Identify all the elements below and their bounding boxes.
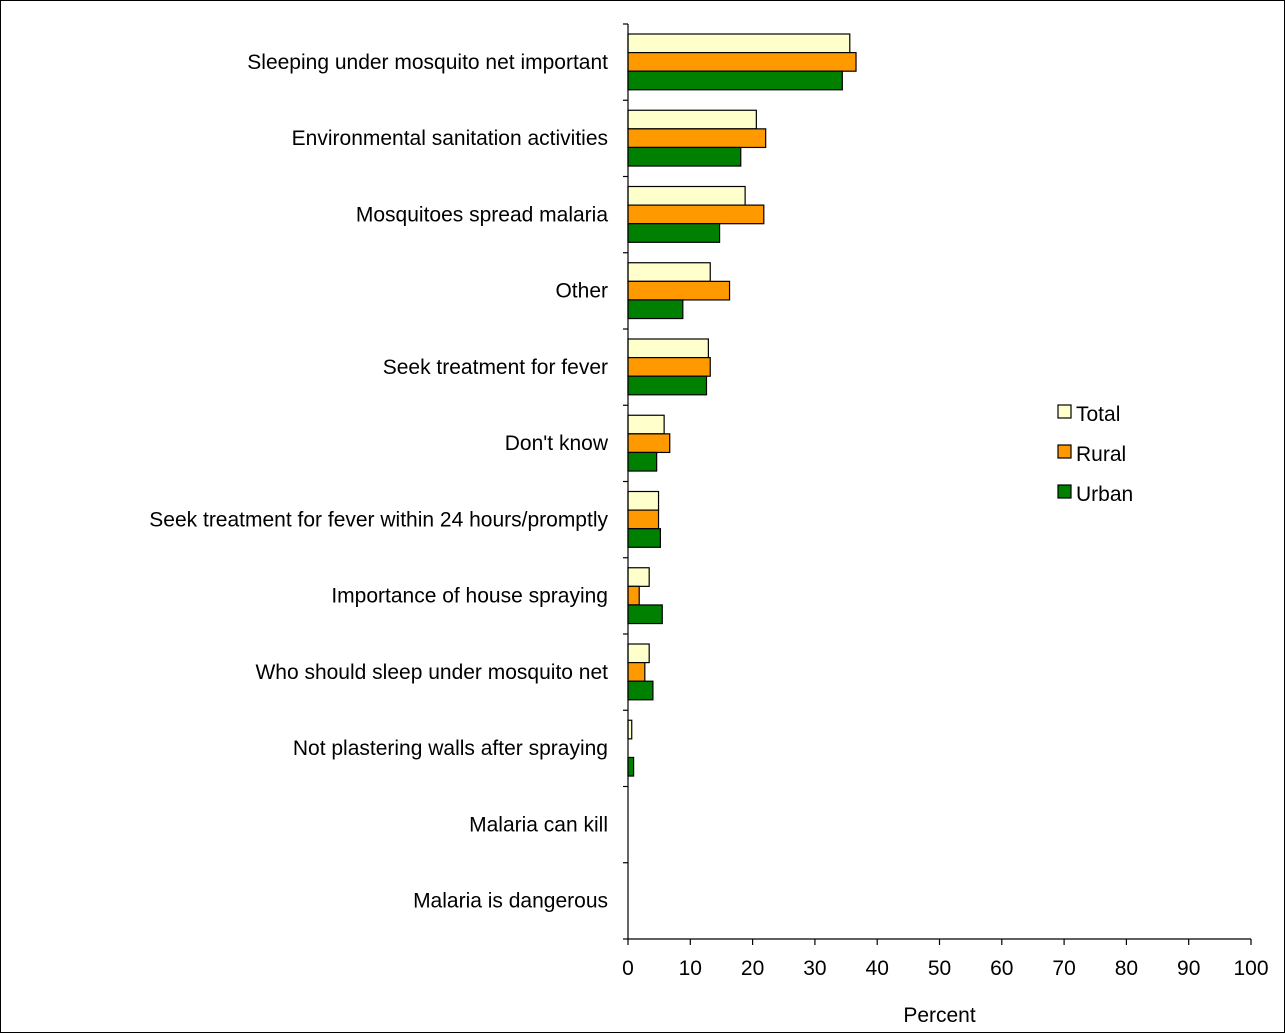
bar-rural-environmental-sanitation-activities (627, 128, 767, 149)
legend: Total Rural Urban (1057, 403, 1133, 506)
legend-label-urban: Urban (1076, 483, 1133, 506)
x-axis-title: Percent (903, 1004, 976, 1027)
category-label-malaria-can-kill: Malaria can kill (469, 813, 608, 836)
category-label-malaria-is-dangerous: Malaria is dangerous (413, 890, 608, 913)
category-label-environmental-sanitation-activities: Environmental sanitation activities (292, 127, 608, 150)
bar-urban-not-plastering-walls-after-spraying (627, 756, 635, 777)
category-label-don-t-know: Don't know (505, 432, 609, 455)
bar-urban-sleeping-under-mosquito-net-important (627, 70, 843, 91)
x-tick-label-80: 80 (1115, 957, 1138, 980)
x-tick-label-0: 0 (622, 957, 634, 980)
bar-total-don-t-know (627, 414, 665, 435)
x-tick-label-90: 90 (1177, 957, 1200, 980)
category-label-not-plastering-walls-after-spraying: Not plastering walls after spraying (293, 737, 608, 760)
legend-swatch-rural (1057, 444, 1072, 459)
bar-urban-seek-treatment-for-fever (627, 375, 708, 396)
bar-total-who-should-sleep-under-mosquito-net (627, 643, 650, 664)
x-tick-label-20: 20 (741, 957, 764, 980)
bar-rural-seek-treatment-for-fever (627, 357, 711, 377)
category-label-other: Other (555, 280, 608, 303)
category-label-importance-of-house-spraying: Importance of house spraying (331, 585, 608, 608)
bar-urban-don-t-know (627, 451, 658, 472)
bar-total-other (627, 262, 711, 282)
bar-total-importance-of-house-spraying (627, 567, 650, 587)
bar-total-environmental-sanitation-activities (627, 109, 757, 130)
x-tick-label-70: 70 (1052, 957, 1075, 980)
bar-urban-environmental-sanitation-activities (627, 146, 742, 167)
category-label-seek-treatment-for-fever-within-24-hours-promptly: Seek treatment for fever within 24 hours… (149, 508, 608, 531)
legend-swatch-total (1057, 404, 1072, 419)
bar-rural-don-t-know (627, 433, 671, 454)
legend-label-rural: Rural (1076, 443, 1126, 466)
bar-urban-seek-treatment-for-fever-within-24-hours-promptly (627, 528, 662, 548)
bars-layer (627, 33, 857, 777)
bar-total-seek-treatment-for-fever-within-24-hours-promptly (627, 490, 660, 511)
category-label-who-should-sleep-under-mosquito-net: Who should sleep under mosquito net (255, 661, 608, 684)
category-label-sleeping-under-mosquito-net-important: Sleeping under mosquito net important (247, 51, 608, 74)
bar-rural-sleeping-under-mosquito-net-important (627, 51, 857, 72)
x-tick-label-10: 10 (679, 957, 702, 980)
bar-rural-importance-of-house-spraying (627, 585, 640, 606)
bar-rural-who-should-sleep-under-mosquito-net (627, 661, 646, 682)
bar-urban-mosquitoes-spread-malaria (627, 223, 721, 243)
bar-urban-other (627, 299, 684, 320)
x-tick-label-100: 100 (1233, 957, 1268, 980)
bar-total-seek-treatment-for-fever (627, 338, 709, 359)
bar-rural-mosquitoes-spread-malaria (627, 204, 765, 225)
bar-rural-other (627, 280, 731, 301)
legend-swatch-urban (1057, 484, 1072, 499)
category-labels: Sleeping under mosquito net important Env… (149, 51, 609, 913)
bar-total-sleeping-under-mosquito-net-important (627, 33, 851, 54)
x-tick-label-40: 40 (866, 957, 889, 980)
bar-rural-seek-treatment-for-fever-within-24-hours-promptly (627, 509, 660, 530)
category-label-mosquitoes-spread-malaria: Mosquitoes spread malaria (356, 203, 608, 226)
x-tick-label-30: 30 (803, 957, 826, 980)
category-label-seek-treatment-for-fever: Seek treatment for fever (383, 356, 608, 379)
bar-total-mosquitoes-spread-malaria (627, 185, 746, 206)
bar-urban-importance-of-house-spraying (627, 604, 663, 625)
x-tick-label-50: 50 (928, 957, 951, 980)
x-tick-label-60: 60 (990, 957, 1013, 980)
x-axis: 0 10 20 30 40 50 60 70 80 90 100 Percent (622, 23, 1269, 1027)
legend-label-total: Total (1076, 403, 1120, 426)
bar-urban-who-should-sleep-under-mosquito-net (627, 680, 654, 701)
